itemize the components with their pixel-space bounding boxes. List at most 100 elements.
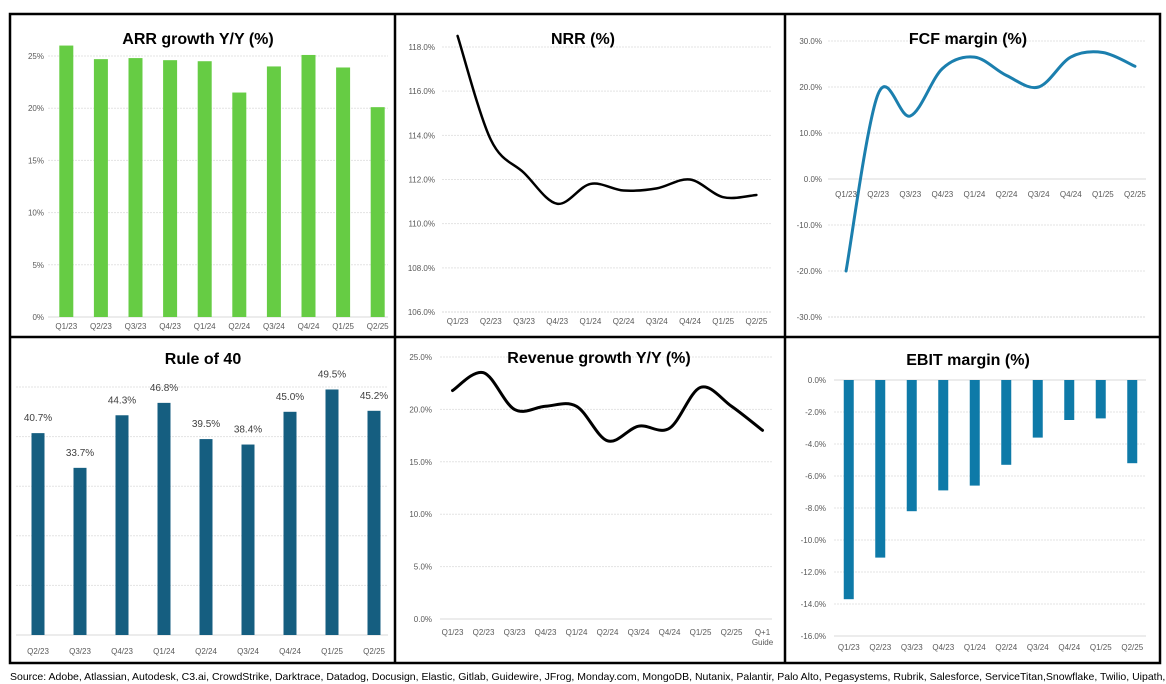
data-label: 39.5% [192, 419, 220, 430]
y-tick-label: 106.0% [408, 308, 435, 317]
y-tick-label: -16.0% [801, 632, 826, 641]
x-tick-label: Q1/24 [566, 628, 588, 637]
bar [115, 415, 129, 635]
y-tick-label: 20.0% [409, 405, 432, 414]
y-tick-label: 0% [32, 313, 44, 322]
chart-title: ARR growth Y/Y (%) [122, 31, 273, 48]
x-tick-label: Q1/25 [1092, 190, 1114, 199]
x-tick-label: Q3/24 [628, 628, 650, 637]
bar [875, 380, 886, 558]
y-tick-label: 20.0% [799, 83, 822, 92]
y-tick-label: 116.0% [408, 87, 435, 96]
y-tick-label: 10.0% [409, 510, 432, 519]
x-tick-label-line: Q+1 [755, 628, 771, 637]
bar [283, 411, 297, 635]
x-tick-label: Q1/24 [580, 317, 602, 326]
x-tick-label: Q3/23 [69, 647, 91, 656]
chart-title: EBIT margin (%) [906, 352, 1030, 369]
data-label: 38.4% [234, 425, 262, 436]
x-tick-label: Q2/23 [473, 628, 495, 637]
bar [1127, 380, 1138, 464]
x-tick-label: Q4/24 [1058, 643, 1080, 652]
y-tick-label: 0.0% [808, 376, 826, 385]
y-tick-label: 20% [28, 104, 44, 113]
outer-border [8, 12, 1162, 665]
bar [59, 45, 74, 318]
x-tick-label: Q2/25 [367, 322, 389, 331]
x-tick-label: Q3/24 [263, 322, 285, 331]
x-tick-label: Q1/23 [55, 322, 77, 331]
bar [1064, 380, 1075, 420]
x-tick-label-line: Guide [752, 638, 774, 647]
x-tick-label: Q3/23 [125, 322, 147, 331]
bar [93, 59, 108, 318]
x-tick-label: Q1/25 [332, 322, 354, 331]
chart-2: 106.0% 108.0% 110.0% 112.0% 114.0% 116.0% 118.… [408, 31, 772, 326]
y-tick-label: 5.0% [414, 563, 432, 572]
x-tick-label: Q2/23 [867, 190, 889, 199]
y-tick-label: -10.0% [801, 536, 826, 545]
bar [301, 54, 316, 318]
x-tick-label: Q2/25 [721, 628, 743, 637]
series-line [456, 34, 758, 206]
x-tick-label: Q1/23 [835, 190, 857, 199]
y-tick-label: 110.0% [408, 220, 435, 229]
bar [370, 107, 385, 317]
x-tick-label: Q3/24 [237, 647, 259, 656]
y-tick-label: 15% [28, 156, 44, 165]
x-tick-label: Q2/24 [195, 647, 217, 656]
x-tick-label: Q2/25 [1121, 643, 1143, 652]
x-tick-label: Q2/25 [1124, 190, 1146, 199]
y-tick-label: 0.0% [414, 615, 432, 624]
x-tick-label: Q3/24 [1027, 643, 1049, 652]
y-tick-label: -6.0% [805, 472, 826, 481]
y-tick-label: 25.0% [409, 353, 432, 362]
y-tick-label: -4.0% [805, 440, 826, 449]
bar [128, 58, 143, 317]
x-tick-label: Q1/24 [964, 190, 986, 199]
data-label: 45.2% [360, 391, 388, 402]
chart-title: NRR (%) [551, 31, 615, 48]
x-tick-label: Q4/23 [932, 643, 954, 652]
data-label: 49.5% [318, 369, 346, 380]
bar [73, 467, 87, 635]
chart-title: Revenue growth Y/Y (%) [507, 350, 690, 367]
x-tick-label: Q4/23 [931, 190, 953, 199]
data-label: 33.7% [66, 448, 94, 459]
bar [843, 380, 854, 600]
y-tick-label: -12.0% [801, 568, 826, 577]
x-tick-label: Q4/24 [298, 322, 320, 331]
y-tick-label: -2.0% [805, 408, 826, 417]
y-tick-label: 108.0% [408, 264, 435, 273]
data-label: 46.8% [150, 383, 178, 394]
bar [266, 66, 281, 317]
y-tick-label: -20.0% [797, 267, 822, 276]
x-tick-label: Q2/24 [597, 628, 619, 637]
x-tick-label: Q2/23 [27, 647, 49, 656]
x-tick-label: Q3/24 [646, 317, 668, 326]
y-tick-label: 10.0% [799, 129, 822, 138]
chart-title: FCF margin (%) [909, 31, 1027, 48]
bar [367, 410, 381, 635]
x-tick-label: Q4/24 [279, 647, 301, 656]
chart-6: -16.0% -14.0% -12.0% -10.0% -8.0% -6.0% -4.0% -… [801, 352, 1146, 652]
x-tick-label: Q1/25 [1090, 643, 1112, 652]
bar [197, 61, 212, 317]
series-line [844, 50, 1137, 273]
x-tick-label: Q1/24 [194, 322, 216, 331]
data-label: 45.0% [276, 392, 304, 403]
x-tick-label: Q2/25 [746, 317, 768, 326]
x-tick-label: Q4/23 [159, 322, 181, 331]
x-tick-label: Q2/23 [480, 317, 502, 326]
x-tick-label: Q1/25 [690, 628, 712, 637]
x-tick-label: Q2/24 [995, 643, 1017, 652]
bar [232, 92, 247, 317]
x-tick-label: Q2/23 [869, 643, 891, 652]
data-label: 40.7% [24, 413, 52, 424]
y-tick-label: 118.0% [408, 43, 435, 52]
y-tick-label: 0.0% [804, 175, 822, 184]
x-tick-label: Q4/23 [546, 317, 568, 326]
chart-title: Rule of 40 [165, 351, 242, 368]
x-tick-label: Q2/24 [996, 190, 1018, 199]
source-note: Source: Adobe, Atlassian, Autodesk, C3.a… [10, 671, 1166, 683]
